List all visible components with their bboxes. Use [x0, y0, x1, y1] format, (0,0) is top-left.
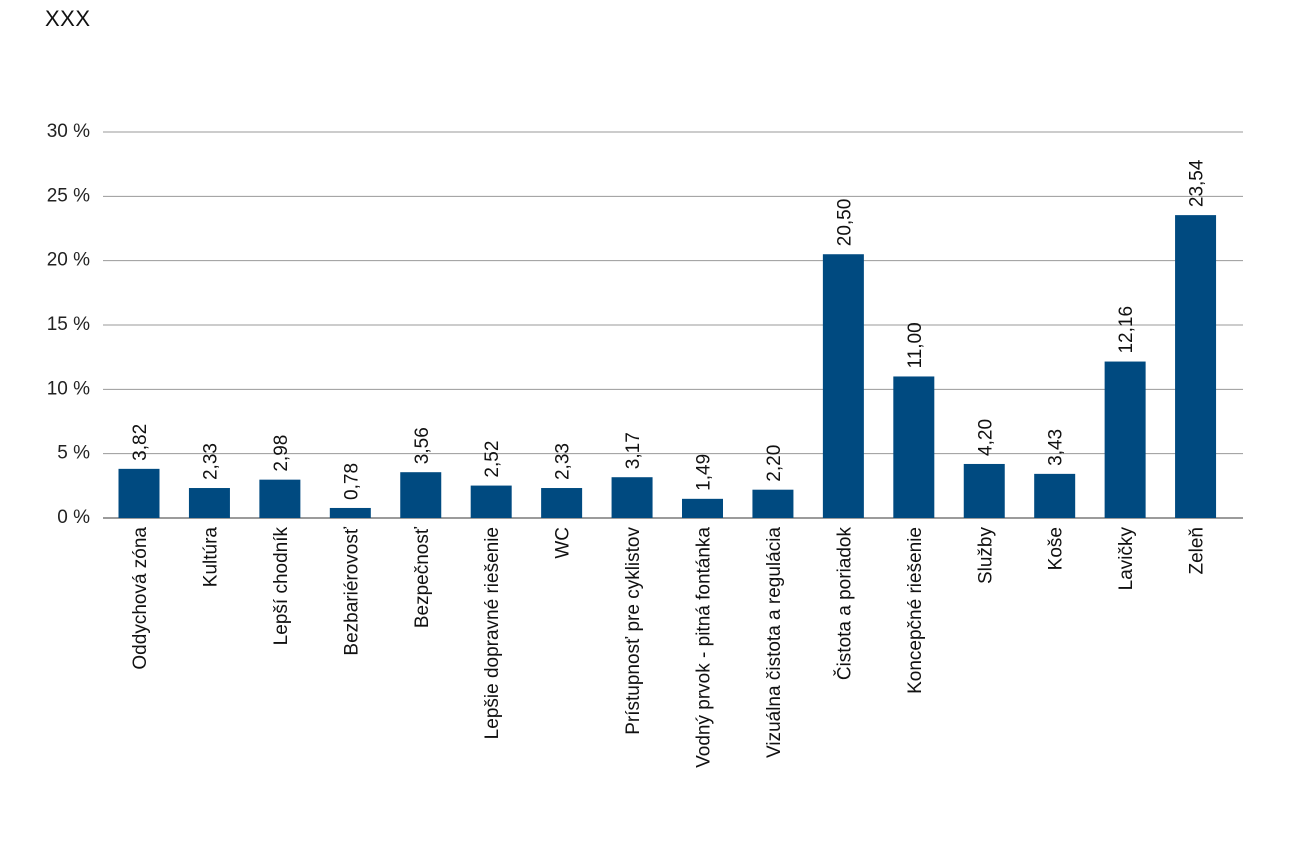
data-label: 3,56 [412, 427, 433, 464]
y-tick-label: 15 % [47, 314, 90, 335]
y-tick-label: 5 % [57, 443, 90, 464]
x-tick-label: Bezpečnosť [412, 526, 433, 628]
data-label: 2,33 [553, 443, 574, 480]
data-label: 20,50 [834, 199, 855, 247]
x-tick-label: Koše [1046, 527, 1067, 570]
data-label: 2,98 [271, 435, 292, 472]
x-tick-label: Prístupnosť pre cyklistov [623, 527, 644, 735]
bar [541, 488, 583, 518]
data-label: 1,49 [694, 454, 715, 491]
x-tick-label: Bezbariérovosť [341, 526, 362, 655]
data-label: 3,43 [1046, 429, 1067, 466]
bar [470, 485, 512, 518]
bar [188, 488, 230, 518]
bar [893, 376, 935, 518]
bar [682, 498, 723, 518]
data-label: 2,20 [764, 445, 785, 482]
bar [752, 489, 794, 518]
data-label: 2,33 [200, 443, 221, 480]
y-tick-label: 25 % [47, 185, 90, 206]
x-tick-label: Lavičky [1116, 527, 1137, 591]
bar [329, 507, 371, 518]
y-tick-label: 10 % [47, 378, 90, 399]
x-tick-label: Vizuálna čistota a regulácia [764, 527, 785, 758]
bar [400, 472, 442, 518]
bar [259, 479, 301, 518]
x-tick-label: WC [553, 527, 574, 559]
bar [1104, 361, 1146, 518]
y-tick-label: 20 % [47, 250, 90, 271]
x-tick-label: Lepšie dopravné riešenie [482, 527, 503, 739]
bar [963, 463, 1005, 518]
x-tick-label: Koncepčné riešenie [905, 527, 926, 694]
data-label: 23,54 [1187, 159, 1208, 207]
x-tick-label: Vodný prvok - pitná fontánka [694, 527, 715, 768]
bar [611, 477, 653, 518]
data-label: 12,16 [1116, 306, 1137, 354]
x-tick-label: Kultúra [200, 527, 221, 588]
x-tick-label: Lepší chodník [271, 527, 292, 646]
x-tick-label: Zeleň [1187, 527, 1208, 575]
data-label: 2,52 [482, 441, 503, 478]
y-tick-label: 30 % [47, 121, 90, 142]
y-tick-label: 0 % [57, 507, 90, 528]
data-label: 4,20 [975, 419, 996, 456]
data-label: 3,82 [130, 424, 151, 461]
chart-title: XXX [45, 6, 91, 31]
bar [1175, 215, 1217, 519]
x-tick-label: Oddychová zóna [130, 527, 151, 670]
bar [822, 254, 864, 518]
data-label: 0,78 [341, 463, 362, 500]
x-tick-label: Čistota a poriadok [833, 527, 855, 681]
bar [1034, 473, 1076, 518]
data-label: 3,17 [623, 432, 644, 469]
x-tick-label: Služby [975, 527, 996, 585]
data-label: 11,00 [905, 322, 926, 368]
bar [118, 468, 160, 518]
